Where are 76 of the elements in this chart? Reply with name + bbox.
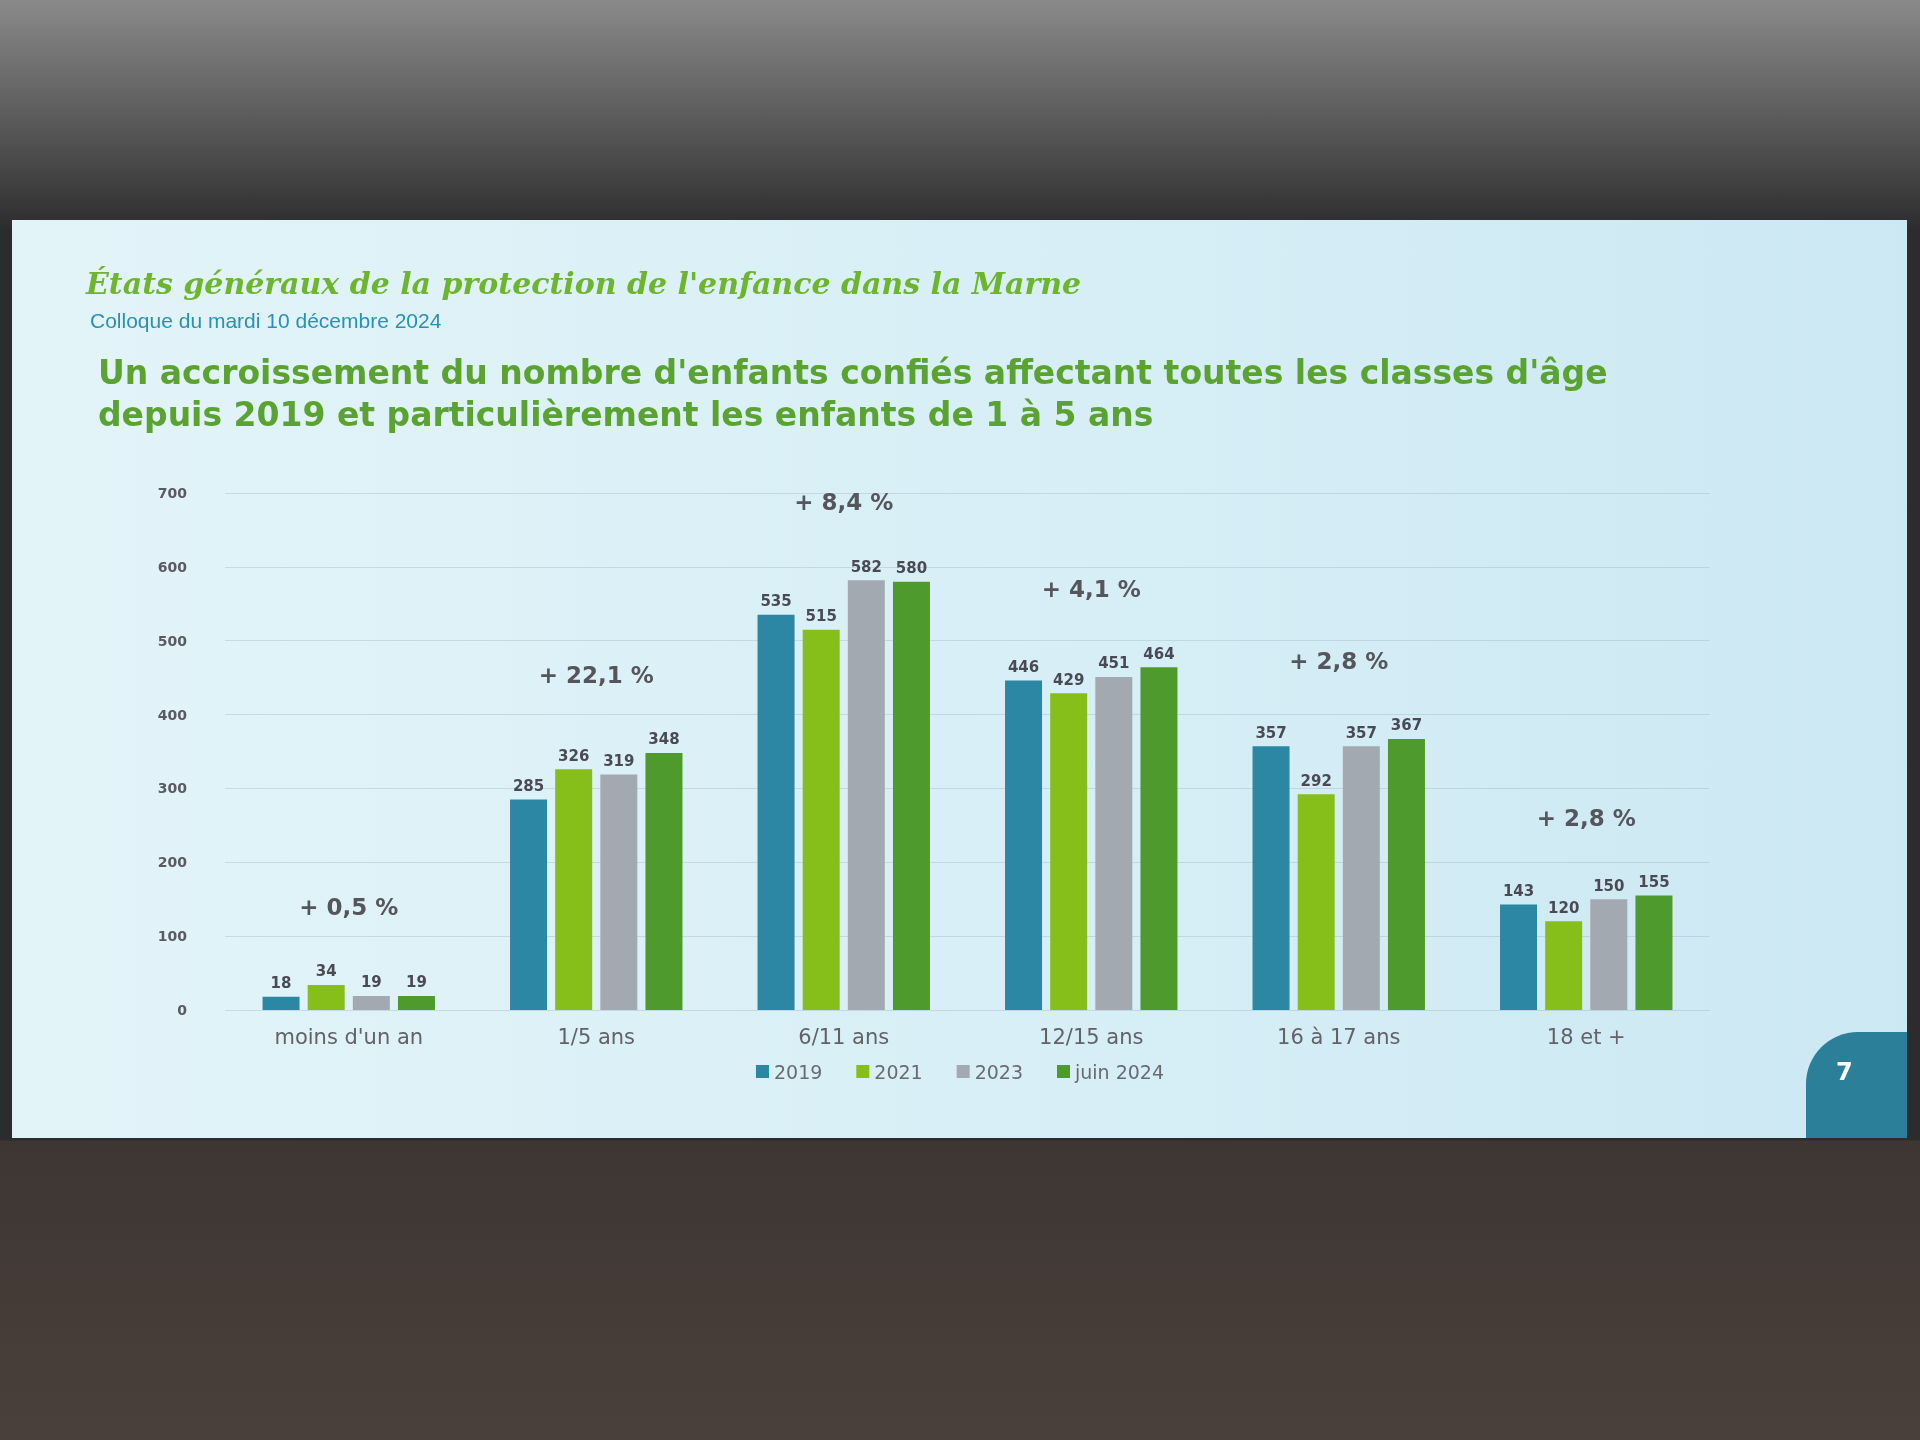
data-label: 446 — [1007, 658, 1040, 677]
annotation: + 2,8 % — [1536, 804, 1636, 831]
bar — [1140, 667, 1178, 1010]
data-label: 319 — [603, 751, 635, 770]
text: États généraux de la protection de l'enfance dans la Marne — [86, 266, 1082, 301]
bar — [307, 984, 345, 1010]
annotation: + 0,5 % — [299, 893, 399, 920]
y-tick-label: 400 — [157, 706, 188, 723]
text: Colloque du mardi 10 décembre 2024 — [90, 309, 442, 333]
chart-title: Un accroissement du nombre d'enfants confiés affectant toutes les classes d'âge depuis 2019 et particulièrement les enfants de 1 à 5 ans — [98, 352, 1609, 436]
y-tick-label: 500 — [157, 632, 188, 649]
y-tick-label: 300 — [157, 780, 188, 797]
bar — [1387, 738, 1425, 1010]
legend-label: 2023 — [974, 1060, 1024, 1083]
x-tick-label: moins d'un an — [274, 1024, 424, 1049]
annotation: + 4,1 % — [1041, 576, 1141, 603]
data-label: 357 — [1255, 723, 1287, 742]
bar — [397, 995, 435, 1010]
bar — [1050, 693, 1088, 1010]
data-label: 326 — [558, 746, 590, 765]
bar — [892, 581, 930, 1010]
x-tick-label: 6/11 ans — [798, 1024, 890, 1049]
bar — [600, 774, 638, 1010]
data-label: 367 — [1390, 716, 1423, 735]
data-label: 580 — [895, 559, 928, 578]
text: 7 — [1836, 1058, 1853, 1086]
data-label: 150 — [1593, 876, 1625, 895]
bar — [1500, 904, 1538, 1010]
bar — [1252, 746, 1290, 1010]
data-label: 451 — [1098, 654, 1130, 673]
data-label: 143 — [1502, 881, 1535, 900]
data-label: 515 — [805, 607, 837, 626]
data-label: 18 — [270, 974, 292, 993]
data-label: 357 — [1345, 723, 1377, 742]
bar — [352, 995, 390, 1010]
legend-label: 2021 — [874, 1060, 923, 1083]
data-label: 429 — [1053, 670, 1085, 689]
bar — [1590, 899, 1628, 1010]
annotation: + 8,4 % — [794, 489, 894, 516]
x-tick-label: 16 à 17 ans — [1277, 1024, 1401, 1049]
data-label: 155 — [1638, 873, 1670, 892]
bar — [1095, 676, 1133, 1010]
data-label: 292 — [1300, 771, 1332, 790]
bar — [1342, 746, 1380, 1010]
y-tick-label: 100 — [157, 928, 188, 945]
annotation: + 22,1 % — [538, 661, 654, 688]
data-label: 34 — [315, 962, 337, 981]
bar — [1545, 921, 1583, 1010]
bar — [757, 614, 795, 1010]
y-tick-label: 700 — [157, 485, 188, 501]
data-label: 120 — [1548, 898, 1580, 917]
bar — [510, 799, 548, 1010]
bar — [847, 580, 885, 1010]
y-tick-label: 200 — [157, 854, 188, 871]
x-tick-label: 18 et + — [1546, 1024, 1626, 1049]
data-label: 582 — [850, 557, 882, 576]
bar — [1297, 794, 1335, 1010]
data-label: 348 — [648, 730, 680, 749]
bar — [802, 629, 840, 1010]
x-tick-label: 1/5 ans — [557, 1024, 636, 1049]
y-tick-label: 600 — [157, 558, 188, 575]
data-label: 19 — [360, 973, 382, 992]
y-tick-label: 0 — [177, 1002, 188, 1018]
bar — [1635, 895, 1673, 1010]
annotation: + 2,8 % — [1289, 647, 1389, 674]
legend-label: juin 2024 — [1074, 1060, 1165, 1083]
bar — [1005, 680, 1043, 1010]
bar — [555, 769, 593, 1010]
bar — [645, 752, 683, 1010]
data-label: 535 — [760, 592, 792, 611]
data-label: 285 — [512, 777, 545, 796]
data-label: 464 — [1143, 644, 1175, 663]
data-label: 19 — [406, 973, 427, 992]
bar — [262, 996, 300, 1010]
x-tick-label: 12/15 ans — [1039, 1024, 1144, 1049]
legend-label: 2019 — [773, 1060, 823, 1083]
